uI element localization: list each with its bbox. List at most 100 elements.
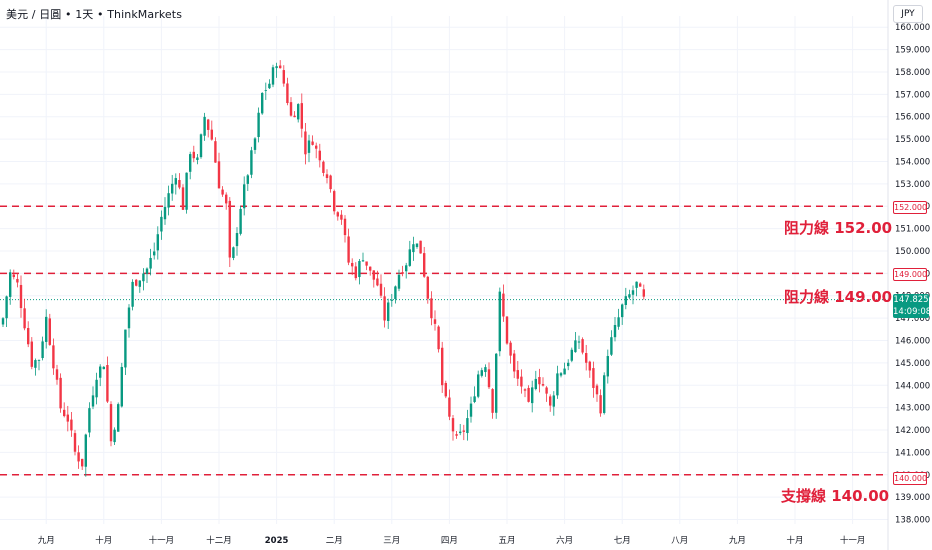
candle-body xyxy=(246,175,249,184)
support-140-label: 支撐線 140.00 xyxy=(781,487,890,505)
level-149-tag: 149.000 xyxy=(893,268,928,281)
y-tick-label: 156.000 xyxy=(895,113,930,123)
interval-label[interactable]: 1天 xyxy=(75,8,94,21)
candle-body xyxy=(408,249,411,266)
candle-body xyxy=(581,339,584,353)
y-tick-label: 141.000 xyxy=(895,448,930,458)
candle-body xyxy=(444,382,447,397)
candle-body xyxy=(347,236,350,263)
candle-body xyxy=(117,404,120,432)
candle-body xyxy=(563,368,566,375)
candle-body xyxy=(149,257,152,269)
candle-body xyxy=(516,370,519,379)
candle-body xyxy=(27,328,30,345)
candle-body xyxy=(473,396,476,402)
candle-body xyxy=(19,284,23,309)
candle-body xyxy=(606,356,609,377)
candle-body xyxy=(595,385,599,395)
candle-body xyxy=(613,324,617,338)
candle-body xyxy=(545,387,548,394)
last-price-tag: 147.825 14:09:08 xyxy=(893,294,931,318)
candle-body xyxy=(405,265,408,272)
candle-body xyxy=(502,293,505,317)
candle-body xyxy=(257,112,260,138)
candle-body xyxy=(588,361,591,371)
y-tick-label: 147.000 xyxy=(895,314,930,324)
x-tick-label: 十月 xyxy=(786,535,803,546)
candle-body xyxy=(333,191,336,212)
candle-body xyxy=(196,157,199,161)
candle-body xyxy=(203,116,206,136)
candle-body xyxy=(495,353,498,413)
candle-body xyxy=(538,377,541,385)
candle-body xyxy=(261,92,264,114)
candle-body xyxy=(462,430,465,432)
x-tick-label: 四月 xyxy=(441,536,458,546)
x-tick-label: 三月 xyxy=(383,536,400,546)
candle-body xyxy=(264,90,267,92)
candle-body xyxy=(592,368,595,388)
y-tick-label: 154.000 xyxy=(895,157,930,167)
x-tick-label: 十一月 xyxy=(149,535,175,546)
candle-body xyxy=(113,429,116,443)
candle-body xyxy=(178,180,181,188)
candle-body xyxy=(91,395,95,407)
candle-body xyxy=(293,115,296,118)
chart-header: 美元 / 日圓 • 1天 • ThinkMarkets xyxy=(6,6,182,22)
candle-body xyxy=(192,151,195,159)
candle-body xyxy=(498,291,501,352)
currency-button[interactable]: JPY xyxy=(893,5,923,23)
candle-body xyxy=(354,266,357,279)
candle-body xyxy=(120,366,123,407)
candle-body xyxy=(552,395,555,407)
candle-body xyxy=(228,200,231,258)
y-tick-label: 143.000 xyxy=(895,404,930,414)
candle-body xyxy=(189,154,192,172)
candle-body xyxy=(156,234,159,251)
candle-body xyxy=(574,340,577,353)
candle-body xyxy=(448,397,451,417)
candle-body xyxy=(477,374,480,397)
resistance-149-label: 阻力線 149.00 xyxy=(784,288,893,306)
x-tick-label: 八月 xyxy=(671,536,688,546)
candle-body xyxy=(358,261,361,278)
x-tick-label: 十月 xyxy=(95,535,112,546)
candle-body xyxy=(480,370,483,376)
y-tick-label: 151.000 xyxy=(895,225,930,235)
candle-body xyxy=(599,395,602,414)
candle-body xyxy=(185,172,188,210)
candle-body xyxy=(635,281,638,288)
candle-body xyxy=(329,175,332,190)
candle-body xyxy=(59,377,62,409)
candle-body xyxy=(379,283,383,296)
y-tick-label: 146.000 xyxy=(895,336,930,346)
candle-body xyxy=(12,274,15,278)
candle-body xyxy=(9,272,12,297)
candle-body xyxy=(307,140,311,153)
candle-body xyxy=(163,206,167,220)
candle-body xyxy=(466,418,469,434)
separator-dot: • xyxy=(97,8,108,21)
candle-body xyxy=(541,384,545,386)
x-tick-label: 九月 xyxy=(38,536,55,546)
symbol-label[interactable]: 美元 / 日圓 xyxy=(6,8,62,21)
separator-dot: • xyxy=(65,8,76,21)
resistance-152-label: 阻力線 152.00 xyxy=(784,219,893,237)
candle-body xyxy=(73,433,77,452)
candle-body xyxy=(390,299,393,301)
candle-body xyxy=(239,208,242,234)
x-tick-label: 五月 xyxy=(498,536,515,546)
candle-body xyxy=(45,316,48,342)
last-price-value: 147.825 xyxy=(893,295,929,305)
candle-body xyxy=(570,349,573,361)
candle-body xyxy=(397,274,401,289)
candle-body xyxy=(131,281,134,307)
candle-body xyxy=(52,345,55,369)
candle-body xyxy=(145,268,149,274)
candle-body xyxy=(351,262,354,267)
candle-body xyxy=(419,240,422,254)
candle-body xyxy=(138,280,141,287)
x-tick-label: 2025 xyxy=(265,536,289,546)
x-tick-label: 七月 xyxy=(614,536,631,546)
